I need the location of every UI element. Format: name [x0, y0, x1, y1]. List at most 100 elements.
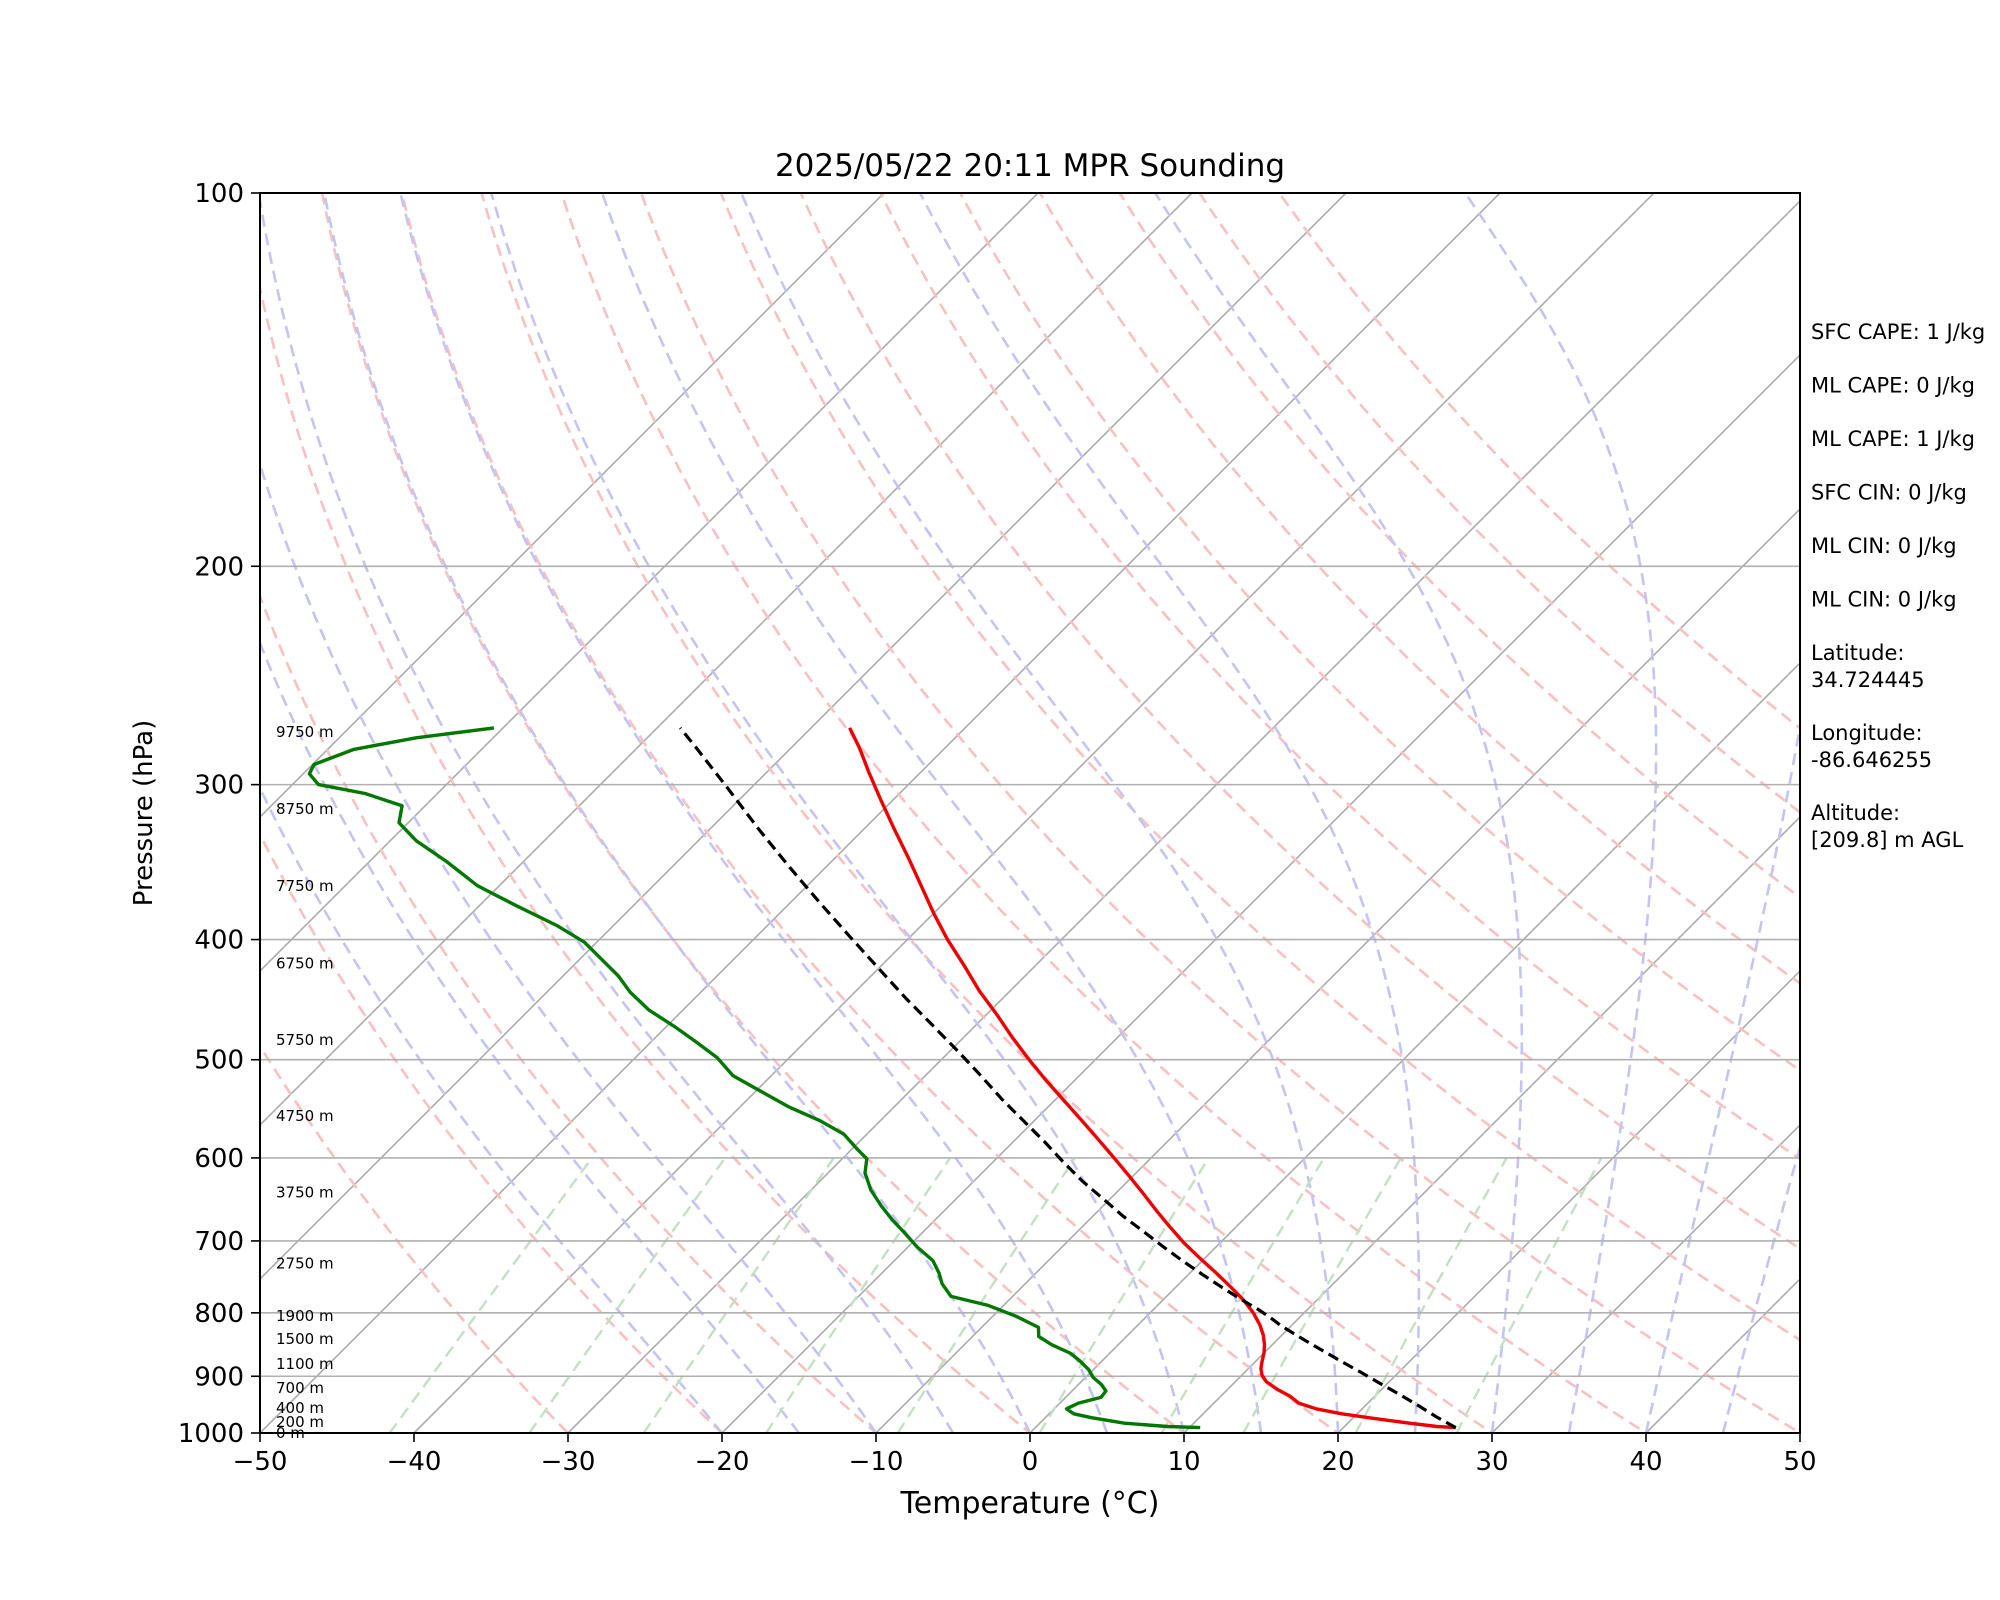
dry-adiabat-line	[1278, 193, 1800, 730]
mixing-ratio-line	[765, 1157, 952, 1433]
dewpoint-profile-line	[307, 726, 1201, 1430]
moist-adiabat-line	[740, 193, 1340, 1433]
sounding-info-text: SFC CAPE: 1 J/kg	[1811, 320, 1985, 344]
moist-adiabat-line	[1154, 193, 1524, 1433]
y-tick-label: 300	[194, 771, 244, 801]
moist-adiabat-line	[489, 193, 1186, 1433]
parcel-profile-line	[678, 726, 1457, 1429]
y-tick-label: 600	[194, 1144, 244, 1174]
dry-adiabat-line	[480, 193, 1495, 1433]
mixing-ratio-line	[1455, 1157, 1603, 1433]
sounding-info-panel: SFC CAPE: 1 J/kg ML CAPE: 0 J/kg ML CAPE: …	[1811, 320, 1985, 852]
x-tick-label: 30	[1475, 1447, 1508, 1477]
isotherm-line	[875, 507, 1800, 1433]
sounding-info-text: Longitude: -86.646255	[1811, 721, 1932, 772]
height-label: 6750 m	[276, 954, 334, 972]
height-label: 4750 m	[276, 1107, 334, 1125]
dry-adiabat-line	[879, 193, 1800, 1161]
height-label: 9750 m	[276, 723, 334, 741]
moist-adiabat-line	[1464, 193, 1658, 1433]
height-label: 1900 m	[276, 1307, 334, 1325]
sounding-info-text: Altitude: [209.8] m AGL	[1811, 801, 1964, 852]
dry-adiabat-line	[560, 193, 1649, 1433]
height-label: 5750 m	[276, 1031, 334, 1049]
sounding-info-text: ML CIN: 0 J/kg	[1811, 588, 1957, 612]
dry-adiabat-line	[260, 592, 879, 1433]
sounding-info-text: ML CAPE: 1 J/kg	[1811, 427, 1975, 451]
isotherm-line	[567, 199, 1800, 1433]
y-tick-label: 100	[194, 179, 244, 209]
isotherm-line	[1029, 661, 1800, 1433]
height-label: 200 m	[276, 1413, 324, 1431]
moist-adiabat-line	[399, 193, 1109, 1433]
x-tick-label: −40	[387, 1447, 442, 1477]
x-tick-label: −50	[233, 1447, 288, 1477]
y-tick-label: 900	[194, 1362, 244, 1392]
height-label: 8750 m	[276, 800, 334, 818]
sounding-info-text: Latitude: 34.724445	[1811, 641, 1925, 692]
dry-adiabat-line	[639, 193, 1800, 1433]
y-tick-label: 1000	[178, 1419, 244, 1449]
moist-adiabat-line	[918, 193, 1421, 1433]
mixing-ratio-line	[1242, 1157, 1402, 1433]
height-label: 2750 m	[276, 1255, 334, 1273]
sounding-info-text: SFC CIN: 0 J/kg	[1811, 481, 1967, 505]
chart-title: 2025/05/22 20:11 MPR Sounding	[775, 148, 1285, 184]
height-label: 1100 m	[276, 1355, 334, 1373]
dry-adiabat-line	[400, 193, 1341, 1433]
isotherm-line	[260, 193, 885, 819]
moist-adiabat-line	[260, 639, 801, 1433]
x-tick-label: −20	[695, 1447, 750, 1477]
moist-adiabat-line	[1644, 718, 1800, 1433]
background-lines	[260, 193, 1800, 1433]
mixing-ratio-line	[896, 1157, 1076, 1433]
mixing-ratio-line	[1038, 1157, 1210, 1433]
y-tick-label: 500	[194, 1046, 244, 1076]
sounding-info-text: ML CIN: 0 J/kg	[1811, 534, 1957, 558]
isotherm-line	[260, 193, 1501, 1433]
isotherm-line	[1337, 969, 1800, 1433]
dry-adiabat-line	[260, 281, 1033, 1433]
x-tick-label: 40	[1629, 1447, 1662, 1477]
isotherm-line	[413, 193, 1655, 1433]
x-tick-label: −30	[541, 1447, 596, 1477]
isotherm-line	[1491, 1123, 1800, 1433]
y-tick-label: 400	[194, 926, 244, 956]
temperature-profile-line	[848, 727, 1456, 1430]
height-label: 1500 m	[276, 1330, 334, 1348]
isotherm-line	[260, 193, 1193, 1127]
isotherm-line	[260, 193, 1347, 1281]
mixing-ratio-line	[1354, 1157, 1508, 1433]
isotherm-line	[260, 193, 1039, 973]
dry-adiabat-line	[959, 193, 1800, 1072]
x-tick-label: 20	[1321, 1447, 1354, 1477]
plot-background	[260, 193, 1800, 1433]
moist-adiabat-line	[260, 193, 955, 1433]
mixing-ratio-line	[1160, 1157, 1326, 1433]
moist-adiabat-line	[600, 193, 1263, 1433]
sounding-info-text: ML CAPE: 0 J/kg	[1811, 374, 1975, 398]
height-label: 0 m	[276, 1424, 305, 1442]
height-label: 700 m	[276, 1379, 324, 1397]
height-label: 400 m	[276, 1399, 324, 1417]
moist-adiabat-line	[322, 193, 1032, 1433]
sounding-profiles	[307, 726, 1457, 1430]
isotherm-line	[721, 353, 1800, 1433]
x-tick-label: 10	[1167, 1447, 1200, 1477]
isotherm-line	[1183, 815, 1800, 1433]
dry-adiabat-line	[719, 193, 1800, 1342]
moist-adiabat-line	[260, 785, 724, 1433]
moist-adiabat-line	[260, 460, 878, 1433]
height-label: 7750 m	[276, 877, 334, 895]
y-tick-label: 200	[194, 552, 244, 582]
height-label: 3750 m	[276, 1184, 334, 1202]
axis-ticks: −50 −40 −30 −20 −10 0 10 20 30 40 50 1000 900 800 700 6…	[178, 179, 1817, 1477]
dry-adiabat-line	[260, 831, 724, 1433]
x-axis-label: Temperature (°C)	[900, 1486, 1160, 1521]
x-tick-label: −10	[849, 1447, 904, 1477]
y-axis-label: Pressure (hPa)	[129, 720, 159, 907]
y-tick-label: 700	[194, 1227, 244, 1257]
